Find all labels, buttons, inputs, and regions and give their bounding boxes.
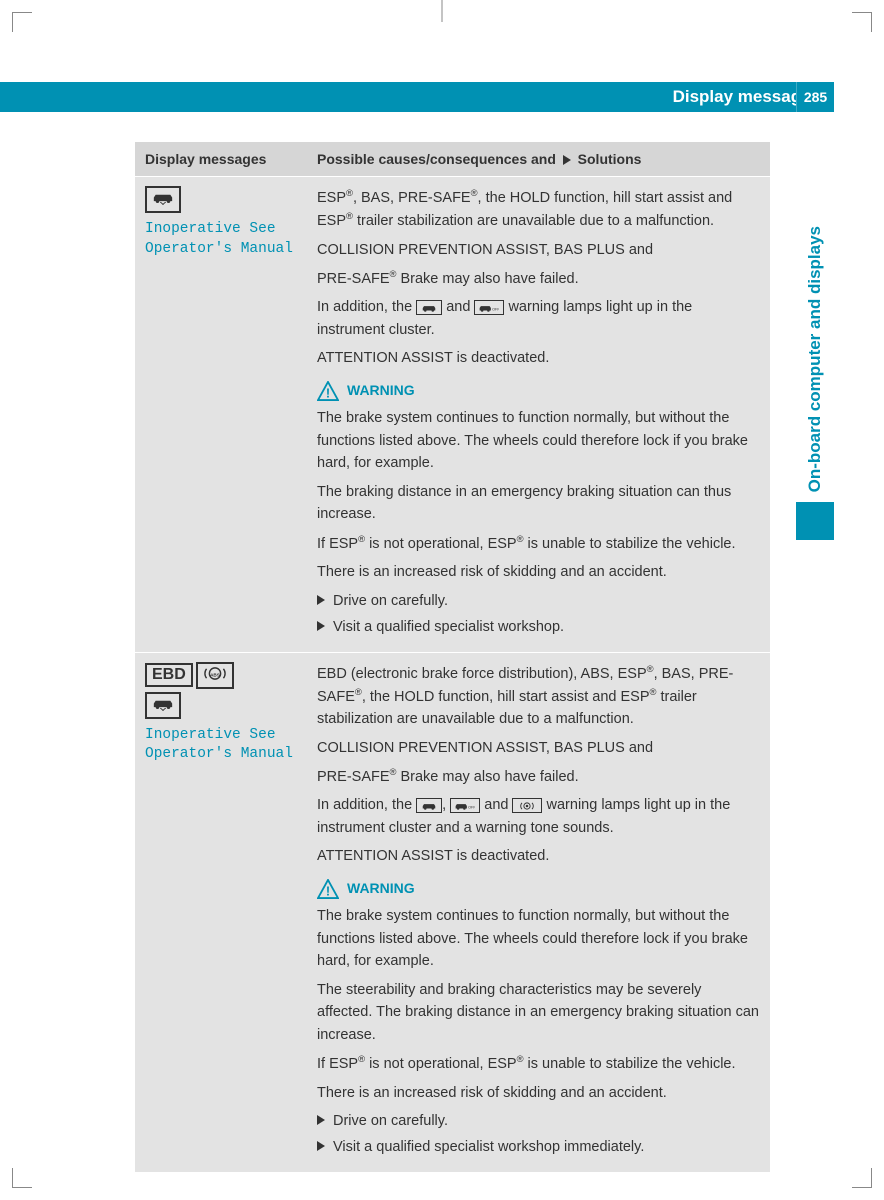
esp-lamp-icon (416, 300, 442, 315)
ebd-icon: EBD (145, 663, 193, 687)
text: Brake may also have failed. (396, 271, 578, 287)
svg-text:!: ! (326, 883, 330, 898)
crop-mark (442, 0, 443, 22)
display-message-text: Inoperative See Operator's Manual (145, 726, 297, 765)
display-message-cell: Inoperative See Operator's Manual (135, 177, 307, 652)
text: is not operational, ESP (365, 536, 517, 552)
table-row: Inoperative See Operator's Manual ESP®, … (135, 176, 770, 652)
abs-icon: ABS (196, 662, 234, 689)
side-tab: On-board computer and displays (796, 150, 834, 540)
action-item: Drive on carefully. (317, 590, 760, 612)
text: PRE-SAFE (317, 271, 390, 287)
solution-cell: ESP®, BAS, PRE-SAFE®, the HOLD function,… (307, 177, 770, 652)
warning-label: WARNING (347, 380, 415, 402)
display-message-cell: EBD ABS Inoperative See Operator's Manual (135, 653, 307, 1172)
paragraph: EBD (electronic brake force distribution… (317, 662, 760, 731)
table-header: Display messages Possible causes/consequ… (135, 142, 770, 176)
action-item: Drive on carefully. (317, 1110, 760, 1132)
text: ESP (317, 190, 346, 206)
text: If ESP (317, 536, 358, 552)
esp-car-icon (145, 692, 181, 719)
text: is unable to stabilize the vehicle. (524, 1056, 736, 1072)
crop-mark (852, 1168, 872, 1188)
paragraph: PRE-SAFE® Brake may also have failed. (317, 267, 760, 290)
paragraph: The brake system continues to function n… (317, 905, 760, 972)
text: is not operational, ESP (365, 1056, 517, 1072)
paragraph: ATTENTION ASSIST is deactivated. (317, 347, 760, 369)
paragraph: The steerability and braking characteris… (317, 979, 760, 1046)
svg-text:OFF: OFF (468, 805, 475, 809)
warning-header: ! WARNING (317, 878, 760, 900)
text: In addition, the (317, 299, 416, 315)
text: If ESP (317, 1056, 358, 1072)
side-tab-label: On-board computer and displays (805, 226, 825, 492)
esp-off-lamp-icon: OFF (450, 798, 480, 813)
text: , BAS, PRE-SAFE (353, 190, 471, 206)
text: In addition, the (317, 797, 416, 813)
text: Brake may also have failed. (396, 769, 578, 785)
paragraph: In addition, the and OFF warning lamps l… (317, 296, 760, 341)
header-bar: Display messages (0, 82, 834, 112)
paragraph: There is an increased risk of skidding a… (317, 1082, 760, 1104)
crop-mark (12, 12, 32, 32)
svg-text:ABS: ABS (210, 672, 220, 677)
paragraph: PRE-SAFE® Brake may also have failed. (317, 765, 760, 788)
svg-text:!: ! (326, 385, 330, 400)
text: EBD (electronic brake force distribution… (317, 665, 647, 681)
text: , the HOLD function, hill start assist a… (362, 689, 650, 705)
header-left: Display messages (135, 142, 307, 176)
text: PRE-SAFE (317, 769, 390, 785)
paragraph: There is an increased risk of skidding a… (317, 561, 760, 583)
table-row: EBD ABS Inoperative See Operator's Manual… (135, 652, 770, 1172)
paragraph: The braking distance in an emergency bra… (317, 481, 760, 526)
paragraph: COLLISION PREVENTION ASSIST, BAS PLUS an… (317, 737, 760, 759)
header-right: Possible causes/consequences and Solutio… (307, 142, 770, 176)
side-tab-block (796, 502, 834, 540)
paragraph: ATTENTION ASSIST is deactivated. (317, 845, 760, 867)
messages-table: Display messages Possible causes/consequ… (135, 142, 770, 1172)
text: and (442, 299, 474, 315)
text: is unable to stabilize the vehicle. (524, 536, 736, 552)
warning-label: WARNING (347, 878, 415, 900)
solution-cell: EBD (electronic brake force distribution… (307, 653, 770, 1172)
paragraph: If ESP® is not operational, ESP® is unab… (317, 532, 760, 555)
header-right-pre: Possible causes/consequences and (317, 151, 560, 167)
brake-lamp-icon (512, 798, 542, 813)
page-number: 285 (796, 82, 834, 112)
warning-header: ! WARNING (317, 380, 760, 402)
esp-off-lamp-icon: OFF (474, 300, 504, 315)
text: , (442, 797, 450, 813)
text: and (480, 797, 512, 813)
action-item: Visit a qualified specialist workshop im… (317, 1136, 760, 1158)
paragraph: The brake system continues to function n… (317, 407, 760, 474)
paragraph: In addition, the , OFF and warning lamps… (317, 794, 760, 839)
crop-mark (852, 12, 872, 32)
paragraph: If ESP® is not operational, ESP® is unab… (317, 1052, 760, 1075)
warning-triangle-icon: ! (317, 381, 339, 401)
display-message-text: Inoperative See Operator's Manual (145, 220, 297, 259)
esp-lamp-icon (416, 798, 442, 813)
header-right-post: Solutions (574, 151, 642, 167)
paragraph: ESP®, BAS, PRE-SAFE®, the HOLD function,… (317, 186, 760, 233)
svg-text:OFF: OFF (493, 307, 500, 311)
triangle-icon (563, 155, 571, 165)
warning-triangle-icon: ! (317, 879, 339, 899)
text: trailer stabilization are unavailable du… (353, 213, 714, 229)
paragraph: COLLISION PREVENTION ASSIST, BAS PLUS an… (317, 239, 760, 261)
crop-mark (12, 1168, 32, 1188)
action-item: Visit a qualified specialist workshop. (317, 616, 760, 638)
esp-car-icon (145, 186, 181, 213)
